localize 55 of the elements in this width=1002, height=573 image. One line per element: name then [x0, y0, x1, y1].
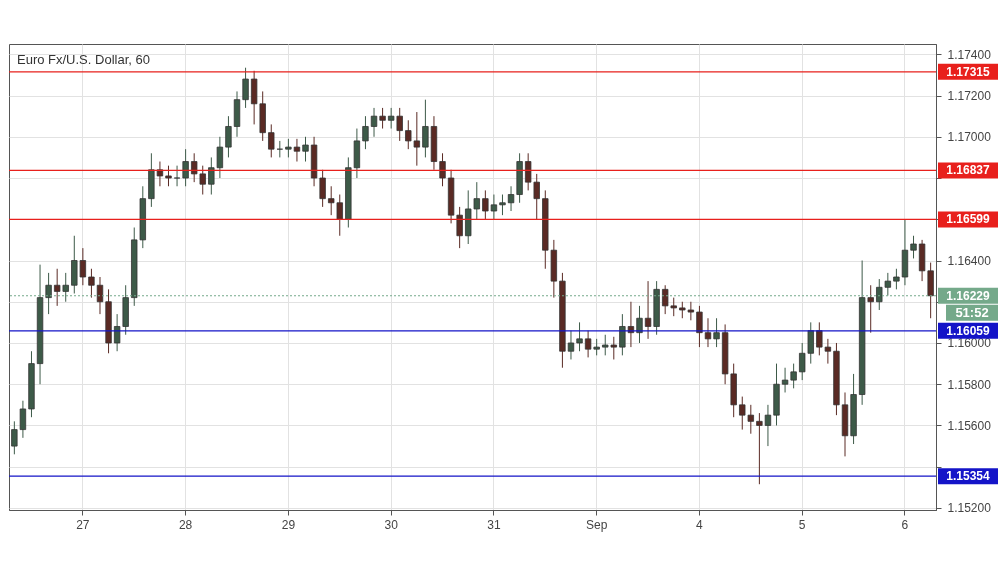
x-tick-label: 28	[178, 517, 193, 532]
candlestick	[893, 268, 900, 290]
x-tick-label: 27	[76, 517, 90, 532]
x-tick-label: 5	[798, 517, 806, 532]
ref-line-label: 1.15354	[946, 469, 991, 484]
y-tick-label: 1.17200	[947, 89, 992, 104]
candlestick	[45, 272, 52, 315]
candlestick	[439, 152, 446, 187]
candlestick	[910, 235, 917, 259]
text: Euro Fx/U.S. Dollar, 60	[17, 52, 150, 67]
candlestick	[285, 138, 292, 158]
candlestick	[370, 107, 378, 138]
y-tick-label: 1.15800	[947, 377, 992, 392]
candlestick	[499, 194, 506, 216]
candlestick	[302, 136, 309, 163]
x-tick-label: 31	[487, 517, 501, 532]
x-tick-label: 6	[901, 517, 909, 532]
y-tick-label: 1.15600	[947, 418, 992, 433]
candlestick	[96, 276, 104, 315]
candlestick	[165, 165, 172, 187]
candlestick	[88, 268, 95, 299]
candlestick	[636, 305, 643, 344]
x-tick-label: 4	[696, 517, 704, 532]
candlestick	[225, 115, 232, 158]
candlestick	[764, 404, 772, 447]
candlestick	[576, 321, 583, 352]
y-tick-label: 1.17000	[947, 130, 992, 145]
candlestick	[422, 99, 429, 158]
text: 51:52	[955, 304, 989, 320]
candlestick	[713, 317, 720, 348]
x-tick-label: 30	[384, 517, 399, 532]
candlestick	[173, 165, 181, 187]
candlestick	[362, 115, 369, 150]
x-tick-label: Sep	[585, 517, 608, 532]
candlestick	[242, 67, 249, 109]
y-tick-label: 1.16000	[947, 336, 992, 351]
ref-line-label: 1.17315	[946, 64, 991, 79]
ref-line-label: 1.16059	[946, 323, 991, 338]
candlestick	[644, 280, 652, 340]
y-tick-label: 1.15200	[947, 501, 992, 516]
candlestick	[756, 412, 763, 485]
candlestick	[379, 107, 386, 130]
ref-line-label: 1.16599	[946, 212, 991, 227]
candlestick	[507, 185, 515, 212]
candlestick	[704, 317, 712, 348]
y-tick-label: 1.17400	[947, 47, 992, 62]
candlestick	[182, 148, 189, 187]
y-tick-label: 1.16400	[947, 254, 992, 268]
candlestick	[696, 305, 703, 348]
candlestick	[268, 123, 275, 158]
candlestick	[567, 330, 575, 360]
x-tick-label: 29	[281, 517, 296, 532]
ref-line-label: 1.16229	[946, 288, 991, 303]
ref-line-label: 1.16837	[946, 163, 991, 178]
candlestick	[293, 138, 301, 163]
